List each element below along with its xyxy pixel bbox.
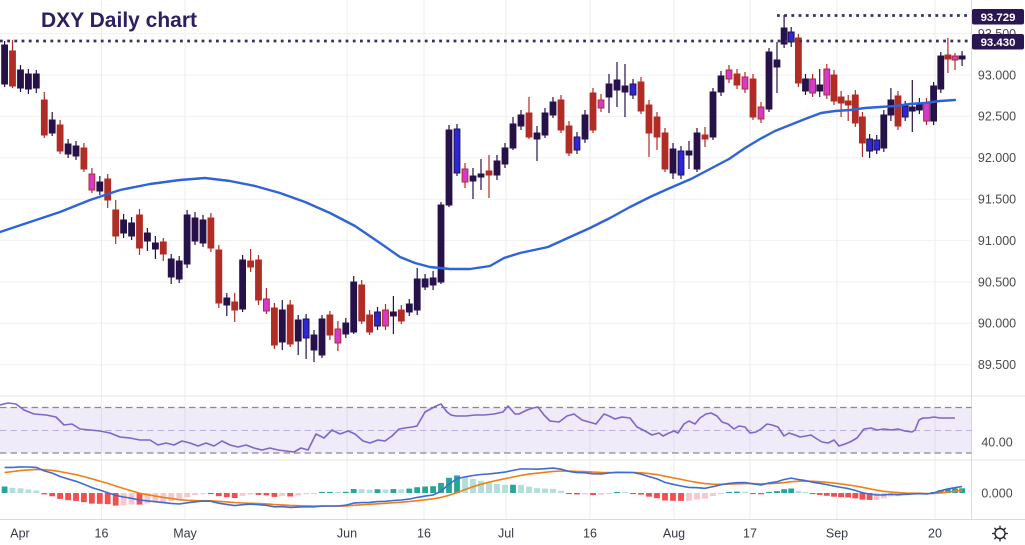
svg-text:DXY Daily chart: DXY Daily chart: [41, 9, 197, 32]
svg-text:90.500: 90.500: [978, 275, 1016, 289]
svg-text:92.000: 92.000: [978, 151, 1016, 165]
svg-text:40.00: 40.00: [981, 435, 1012, 449]
svg-text:16: 16: [417, 527, 431, 541]
svg-text:91.500: 91.500: [978, 193, 1016, 207]
svg-text:Sep: Sep: [826, 527, 848, 541]
svg-text:20: 20: [928, 527, 942, 541]
svg-text:90.000: 90.000: [978, 317, 1016, 331]
svg-text:93.729: 93.729: [981, 12, 1016, 24]
svg-text:16: 16: [95, 527, 109, 541]
svg-text:May: May: [173, 527, 197, 541]
svg-text:Jun: Jun: [337, 527, 357, 541]
svg-text:89.500: 89.500: [978, 358, 1016, 372]
svg-text:0.000: 0.000: [981, 486, 1012, 500]
svg-text:Apr: Apr: [10, 527, 29, 541]
svg-text:93.430: 93.430: [981, 37, 1016, 49]
svg-text:16: 16: [583, 527, 597, 541]
svg-text:93.000: 93.000: [978, 68, 1016, 82]
svg-text:91.000: 91.000: [978, 234, 1016, 248]
svg-text:92.500: 92.500: [978, 110, 1016, 124]
svg-text:17: 17: [743, 527, 757, 541]
svg-text:Aug: Aug: [663, 527, 685, 541]
svg-text:Jul: Jul: [498, 527, 514, 541]
